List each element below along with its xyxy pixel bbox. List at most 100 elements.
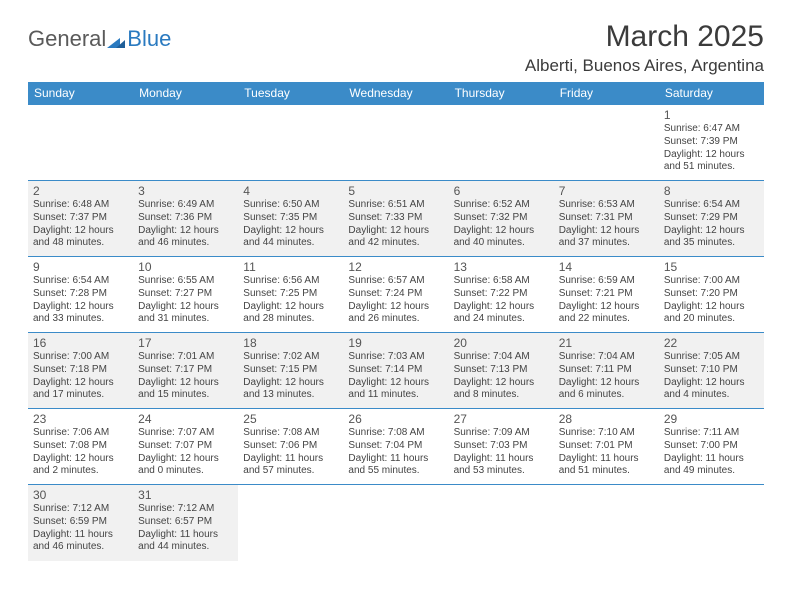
calendar-cell: 25Sunrise: 7:08 AMSunset: 7:06 PMDayligh… [238,409,343,485]
day-number: 18 [243,336,338,350]
calendar-cell: 1Sunrise: 6:47 AMSunset: 7:39 PMDaylight… [659,105,764,181]
calendar-cell: 17Sunrise: 7:01 AMSunset: 7:17 PMDayligh… [133,333,238,409]
day-number: 5 [348,184,443,198]
calendar-cell [449,485,554,561]
day-number: 8 [664,184,759,198]
location: Alberti, Buenos Aires, Argentina [525,56,764,76]
calendar-cell: 13Sunrise: 6:58 AMSunset: 7:22 PMDayligh… [449,257,554,333]
calendar-cell: 11Sunrise: 6:56 AMSunset: 7:25 PMDayligh… [238,257,343,333]
calendar-cell [659,485,764,561]
day-info: Sunrise: 7:12 AMSunset: 6:57 PMDaylight:… [138,503,233,554]
day-number: 14 [559,260,654,274]
calendar-cell: 2Sunrise: 6:48 AMSunset: 7:37 PMDaylight… [28,181,133,257]
calendar-cell: 16Sunrise: 7:00 AMSunset: 7:18 PMDayligh… [28,333,133,409]
day-info: Sunrise: 7:09 AMSunset: 7:03 PMDaylight:… [454,427,549,478]
day-number: 16 [33,336,128,350]
day-info: Sunrise: 7:00 AMSunset: 7:18 PMDaylight:… [33,351,128,402]
flag-icon [107,30,125,44]
day-info: Sunrise: 6:54 AMSunset: 7:29 PMDaylight:… [664,199,759,250]
day-number: 4 [243,184,338,198]
day-info: Sunrise: 6:56 AMSunset: 7:25 PMDaylight:… [243,275,338,326]
day-info: Sunrise: 7:05 AMSunset: 7:10 PMDaylight:… [664,351,759,402]
calendar-cell [343,485,448,561]
weekday-header: Monday [133,82,238,105]
calendar-row: 9Sunrise: 6:54 AMSunset: 7:28 PMDaylight… [28,257,764,333]
day-info: Sunrise: 7:11 AMSunset: 7:00 PMDaylight:… [664,427,759,478]
calendar-cell: 19Sunrise: 7:03 AMSunset: 7:14 PMDayligh… [343,333,448,409]
title-block: March 2025 Alberti, Buenos Aires, Argent… [525,20,764,76]
calendar-cell [28,105,133,181]
day-info: Sunrise: 7:03 AMSunset: 7:14 PMDaylight:… [348,351,443,402]
day-number: 12 [348,260,443,274]
calendar-table: Sunday Monday Tuesday Wednesday Thursday… [28,82,764,561]
day-number: 31 [138,488,233,502]
day-info: Sunrise: 6:51 AMSunset: 7:33 PMDaylight:… [348,199,443,250]
day-info: Sunrise: 6:55 AMSunset: 7:27 PMDaylight:… [138,275,233,326]
day-info: Sunrise: 7:04 AMSunset: 7:11 PMDaylight:… [559,351,654,402]
calendar-cell: 3Sunrise: 6:49 AMSunset: 7:36 PMDaylight… [133,181,238,257]
day-number: 28 [559,412,654,426]
calendar-cell: 27Sunrise: 7:09 AMSunset: 7:03 PMDayligh… [449,409,554,485]
day-info: Sunrise: 6:53 AMSunset: 7:31 PMDaylight:… [559,199,654,250]
header: General Blue March 2025 Alberti, Buenos … [28,20,764,76]
calendar-cell [554,485,659,561]
calendar-row: 2Sunrise: 6:48 AMSunset: 7:37 PMDaylight… [28,181,764,257]
calendar-cell: 14Sunrise: 6:59 AMSunset: 7:21 PMDayligh… [554,257,659,333]
day-number: 24 [138,412,233,426]
calendar-cell: 22Sunrise: 7:05 AMSunset: 7:10 PMDayligh… [659,333,764,409]
calendar-cell: 12Sunrise: 6:57 AMSunset: 7:24 PMDayligh… [343,257,448,333]
day-number: 23 [33,412,128,426]
calendar-cell: 20Sunrise: 7:04 AMSunset: 7:13 PMDayligh… [449,333,554,409]
weekday-header: Sunday [28,82,133,105]
day-info: Sunrise: 7:08 AMSunset: 7:04 PMDaylight:… [348,427,443,478]
calendar-cell: 7Sunrise: 6:53 AMSunset: 7:31 PMDaylight… [554,181,659,257]
weekday-header-row: Sunday Monday Tuesday Wednesday Thursday… [28,82,764,105]
day-number: 20 [454,336,549,350]
day-info: Sunrise: 6:54 AMSunset: 7:28 PMDaylight:… [33,275,128,326]
day-info: Sunrise: 6:49 AMSunset: 7:36 PMDaylight:… [138,199,233,250]
day-info: Sunrise: 6:59 AMSunset: 7:21 PMDaylight:… [559,275,654,326]
day-number: 27 [454,412,549,426]
weekday-header: Tuesday [238,82,343,105]
day-info: Sunrise: 7:02 AMSunset: 7:15 PMDaylight:… [243,351,338,402]
day-number: 29 [664,412,759,426]
day-number: 7 [559,184,654,198]
day-number: 13 [454,260,549,274]
calendar-cell: 8Sunrise: 6:54 AMSunset: 7:29 PMDaylight… [659,181,764,257]
calendar-cell [554,105,659,181]
calendar-cell: 6Sunrise: 6:52 AMSunset: 7:32 PMDaylight… [449,181,554,257]
day-info: Sunrise: 6:57 AMSunset: 7:24 PMDaylight:… [348,275,443,326]
day-number: 25 [243,412,338,426]
day-info: Sunrise: 6:48 AMSunset: 7:37 PMDaylight:… [33,199,128,250]
calendar-cell: 23Sunrise: 7:06 AMSunset: 7:08 PMDayligh… [28,409,133,485]
day-number: 10 [138,260,233,274]
calendar-cell: 28Sunrise: 7:10 AMSunset: 7:01 PMDayligh… [554,409,659,485]
day-number: 17 [138,336,233,350]
day-number: 1 [664,108,759,122]
calendar-cell: 31Sunrise: 7:12 AMSunset: 6:57 PMDayligh… [133,485,238,561]
day-info: Sunrise: 7:00 AMSunset: 7:20 PMDaylight:… [664,275,759,326]
calendar-cell: 29Sunrise: 7:11 AMSunset: 7:00 PMDayligh… [659,409,764,485]
calendar-cell: 26Sunrise: 7:08 AMSunset: 7:04 PMDayligh… [343,409,448,485]
calendar-cell [343,105,448,181]
calendar-cell [238,485,343,561]
day-number: 9 [33,260,128,274]
calendar-row: 1Sunrise: 6:47 AMSunset: 7:39 PMDaylight… [28,105,764,181]
logo: General Blue [28,26,171,52]
day-info: Sunrise: 6:50 AMSunset: 7:35 PMDaylight:… [243,199,338,250]
day-info: Sunrise: 7:12 AMSunset: 6:59 PMDaylight:… [33,503,128,554]
day-info: Sunrise: 7:08 AMSunset: 7:06 PMDaylight:… [243,427,338,478]
weekday-header: Friday [554,82,659,105]
weekday-header: Saturday [659,82,764,105]
calendar-cell: 30Sunrise: 7:12 AMSunset: 6:59 PMDayligh… [28,485,133,561]
calendar-cell [238,105,343,181]
calendar-cell: 21Sunrise: 7:04 AMSunset: 7:11 PMDayligh… [554,333,659,409]
calendar-cell: 9Sunrise: 6:54 AMSunset: 7:28 PMDaylight… [28,257,133,333]
calendar-cell: 4Sunrise: 6:50 AMSunset: 7:35 PMDaylight… [238,181,343,257]
logo-text-general: General [28,26,106,52]
day-number: 30 [33,488,128,502]
weekday-header: Thursday [449,82,554,105]
logo-text-blue: Blue [127,26,171,52]
day-info: Sunrise: 6:47 AMSunset: 7:39 PMDaylight:… [664,123,759,174]
day-info: Sunrise: 6:52 AMSunset: 7:32 PMDaylight:… [454,199,549,250]
